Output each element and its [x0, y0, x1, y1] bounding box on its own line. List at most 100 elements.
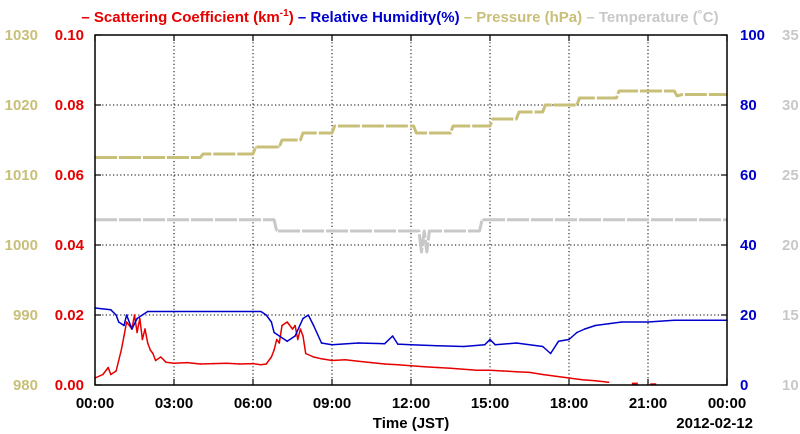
series-temperature-point [428, 230, 431, 232]
series-humidity-point [515, 342, 518, 344]
series-humidity-point [125, 314, 128, 316]
pressure-tick-label: 1000 [5, 237, 38, 254]
series-scattering-point [594, 380, 597, 382]
series-pressure-point [415, 132, 418, 134]
series-pressure-point [676, 95, 678, 97]
series-pressure-point [541, 111, 544, 113]
series-pressure-point [618, 90, 620, 92]
series-scattering-point [397, 363, 399, 366]
legend-item-3-label: Temperature (˚C) [599, 9, 719, 26]
series-humidity-point [647, 321, 649, 323]
grid [95, 35, 727, 385]
series-scattering-point [568, 377, 570, 379]
pressure-tick-label: 1020 [5, 97, 38, 114]
series-scattering-point [555, 375, 557, 378]
series-humidity-point [357, 342, 360, 344]
legend-item-0-close: ) [289, 9, 294, 26]
series-humidity-point [391, 335, 394, 337]
x-tick-label: 15:00 [471, 395, 509, 412]
series-scattering-point [410, 365, 412, 367]
series-scattering-point [165, 361, 167, 364]
series-scattering-point [299, 328, 302, 330]
series-humidity-point [410, 344, 412, 346]
series-scattering-point [331, 359, 333, 362]
series-scattering-point [144, 328, 146, 330]
series-temperature-point [275, 230, 278, 232]
legend-item-0-marker: – [81, 9, 94, 26]
series-humidity-point [494, 344, 497, 346]
series-scattering-point [291, 328, 294, 330]
series-scattering-point [239, 363, 241, 365]
series-scattering-point [449, 367, 452, 370]
series-humidity-line [94, 307, 727, 355]
scattering-tick-label: 0.02 [55, 307, 84, 324]
series-scattering-point [273, 349, 275, 351]
scattering-tick-label: 0.08 [55, 97, 84, 114]
series-scattering-point [383, 363, 386, 365]
series-pressure-point [254, 146, 257, 148]
series-scattering-point [225, 362, 228, 365]
series-humidity-point [541, 345, 544, 348]
series-scattering-point [115, 370, 117, 372]
x-tick-label: 21:00 [629, 395, 667, 412]
series-scattering-point [186, 361, 188, 364]
series-scattering-point [278, 342, 281, 344]
x-axis-label: Time (JST) [373, 415, 449, 432]
series-scattering-point [173, 362, 175, 365]
scattering-tick-label: 0.10 [55, 27, 84, 44]
scattering-tick-label: 0.04 [55, 237, 85, 254]
legend-item-1-marker: – [294, 9, 311, 26]
series-humidity-point [286, 340, 289, 343]
pressure-tick-label: 1010 [5, 167, 38, 184]
series-humidity-point [607, 323, 610, 325]
series-humidity-point [584, 328, 586, 330]
series-humidity-point [117, 321, 120, 323]
humidity-tick-label: 80 [740, 97, 757, 114]
humidity-tick-label: 20 [740, 307, 757, 324]
series-scattering-point [260, 363, 262, 366]
series-scattering-point [436, 366, 439, 369]
series-scattering-point [270, 356, 273, 358]
series-pressure-point [515, 118, 518, 120]
legend-item-2-marker: – [460, 9, 477, 26]
series-scattering-point [304, 352, 307, 355]
series-humidity-point [594, 324, 597, 327]
series-pressure-point [299, 139, 302, 141]
series-humidity-point [131, 328, 133, 330]
series-scattering-point [281, 324, 283, 327]
series-scattering-point [154, 359, 157, 362]
series-humidity-point [331, 344, 333, 346]
series-humidity-point [294, 335, 296, 337]
series-humidity-point [270, 321, 273, 323]
series-humidity-point [557, 340, 560, 343]
pressure-tick-label: 980 [13, 377, 38, 394]
axes: 00:00 03:00 06:00 09:00 12:00 15:00 18:00 21:00… [5, 27, 799, 412]
series-temperature-point [420, 251, 423, 253]
x-tick-label: 06:00 [234, 395, 272, 412]
series-humidity-point [568, 338, 570, 341]
series-scattering-point [515, 370, 518, 373]
series-scattering-point [102, 373, 104, 376]
series-humidity-point [436, 345, 439, 347]
series-scattering-point [357, 360, 360, 363]
x-tick-label: 09:00 [313, 395, 351, 412]
series-scattering-point [252, 362, 254, 365]
series-scattering-point [212, 362, 215, 365]
series-scattering-point [136, 331, 138, 334]
series-scattering-point [110, 373, 112, 376]
series-humidity-point [312, 324, 315, 327]
series-scattering-point [107, 366, 109, 369]
temperature-tick-label: 30 [782, 97, 799, 114]
series-scattering-point [320, 358, 323, 360]
series-scattering-point [139, 317, 141, 320]
series-scattering-line [94, 314, 609, 383]
series-humidity-point [265, 314, 268, 316]
series-humidity-point [110, 309, 112, 311]
legend: – Scattering Coefficient (km-1) – Relati… [81, 8, 718, 26]
series-pressure-point [489, 125, 491, 127]
legend-text: – Scattering Coefficient (km-1) – Relati… [81, 8, 718, 26]
series-scattering-point [423, 366, 426, 368]
series-pressure-point [673, 90, 676, 92]
series-humidity-point [136, 317, 138, 320]
